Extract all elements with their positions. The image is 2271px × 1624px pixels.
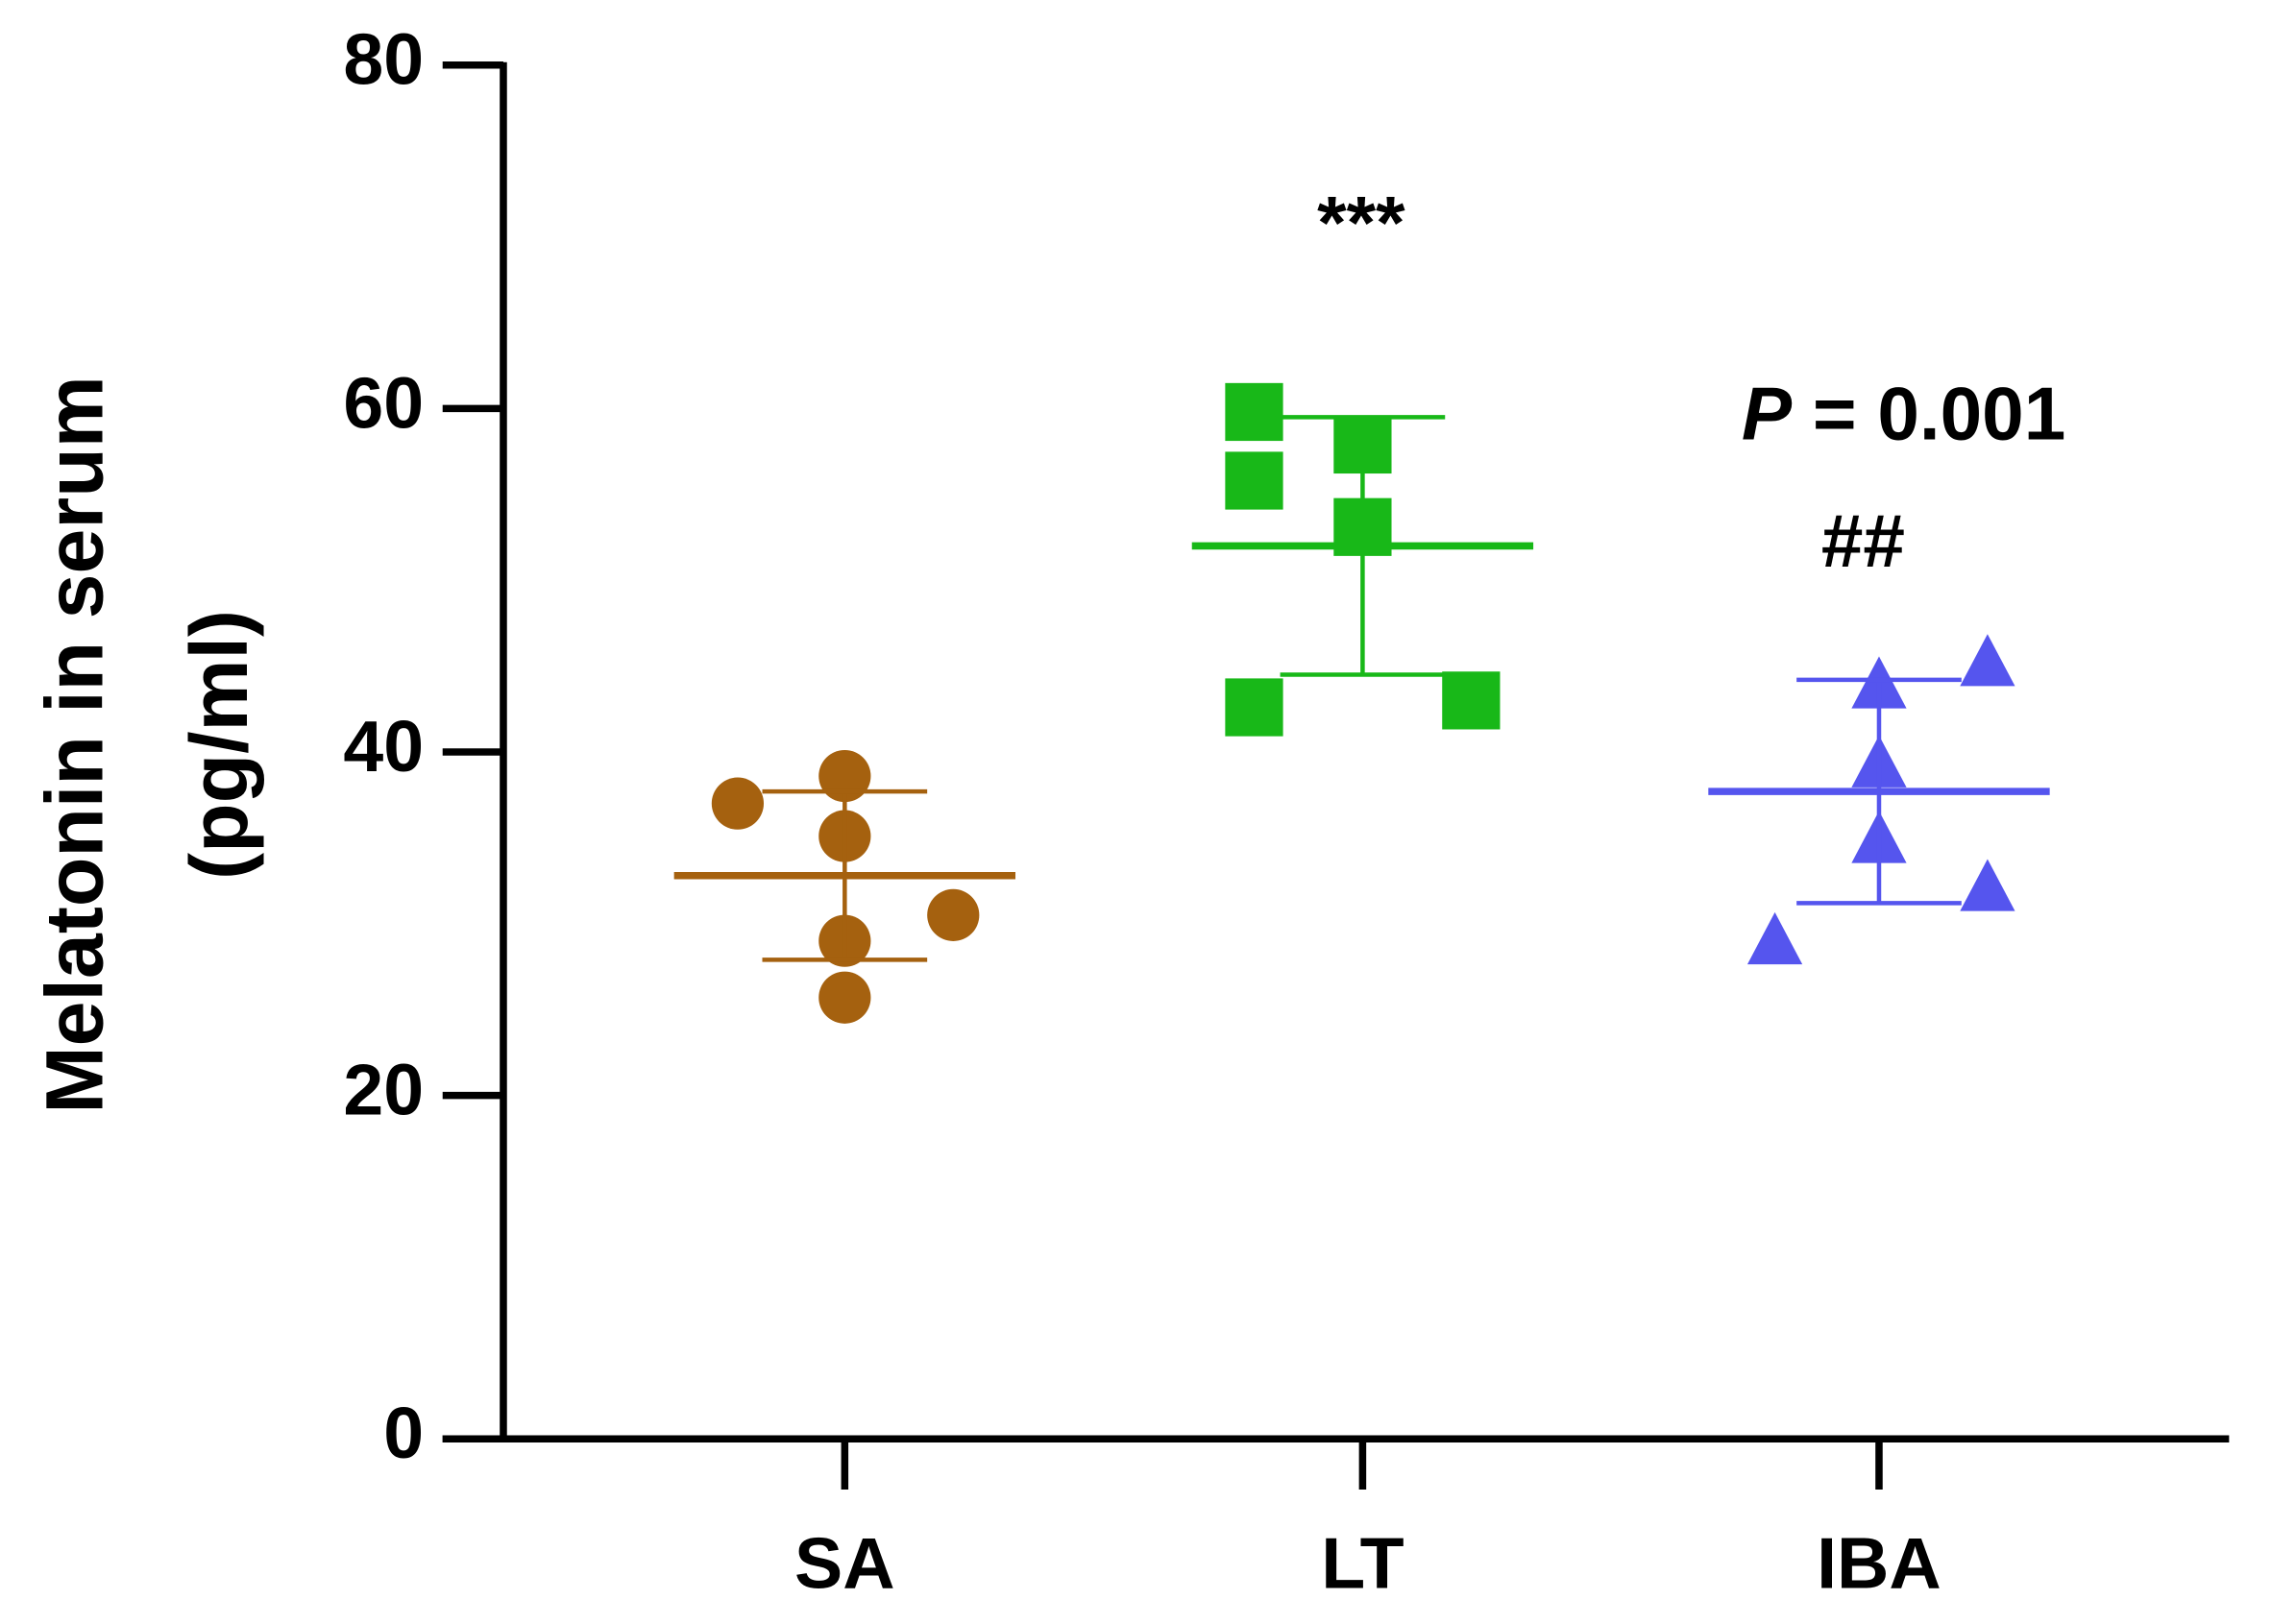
x-tick-label: SA	[794, 1523, 895, 1604]
data-point	[1225, 451, 1283, 510]
data-point	[711, 777, 765, 830]
data-point	[1442, 671, 1501, 730]
p-symbol: P	[1742, 371, 1793, 455]
y-tick-label: 80	[343, 19, 424, 100]
y-tick-label: 40	[343, 706, 424, 787]
y-axis-label: (pg/ml)	[174, 610, 264, 880]
data-point	[1746, 911, 1803, 965]
y-tick-label: 60	[343, 362, 424, 443]
data-point	[1225, 678, 1283, 737]
data-point	[927, 888, 980, 941]
y-axis-label: Melatonin in serum	[30, 376, 120, 1113]
x-tick-label: IBA	[1817, 1523, 1941, 1604]
significance-label: ***	[1317, 181, 1405, 265]
p-value-label: P = 0.001	[1742, 371, 2065, 455]
data-point	[818, 971, 871, 1024]
significance-label: ##	[1821, 498, 1905, 583]
data-point	[1225, 382, 1283, 442]
data-point	[1960, 859, 2015, 911]
x-tick-label: LT	[1321, 1523, 1404, 1604]
y-tick-label: 0	[383, 1393, 424, 1473]
p-value: = 0.001	[1792, 371, 2065, 455]
data-point	[1960, 634, 2015, 687]
y-tick-label: 20	[343, 1050, 424, 1130]
data-point	[818, 749, 871, 803]
